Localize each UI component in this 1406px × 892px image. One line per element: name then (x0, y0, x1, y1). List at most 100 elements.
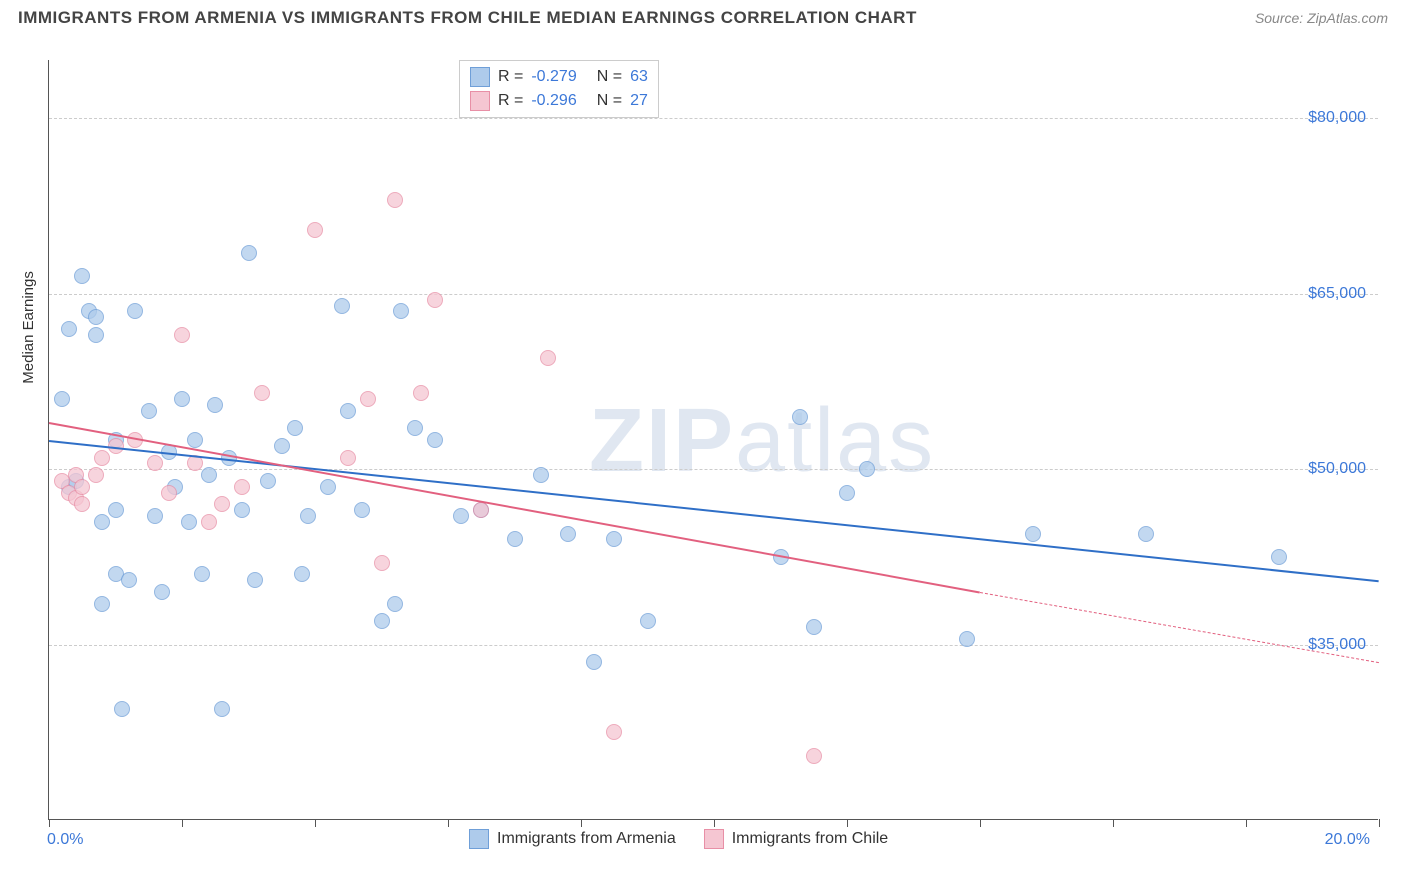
data-point (201, 467, 217, 483)
data-point (88, 327, 104, 343)
data-point (959, 631, 975, 647)
data-point (387, 596, 403, 612)
data-point (393, 303, 409, 319)
stat-row: R = -0.296 N = 27 (470, 89, 648, 113)
data-point (94, 514, 110, 530)
data-point (174, 327, 190, 343)
gridline (49, 294, 1378, 295)
legend-swatch (704, 829, 724, 849)
legend-item: Immigrants from Armenia (469, 829, 676, 849)
x-tick (49, 819, 50, 827)
data-point (586, 654, 602, 670)
stat-n-label: N = (597, 92, 622, 110)
trend-line (49, 422, 980, 594)
source-label: Source: ZipAtlas.com (1255, 10, 1388, 26)
data-point (207, 397, 223, 413)
trend-line-extrapolated (980, 592, 1379, 663)
data-point (413, 385, 429, 401)
x-tick (581, 819, 582, 827)
data-point (94, 450, 110, 466)
data-point (127, 303, 143, 319)
data-point (374, 613, 390, 629)
data-point (241, 245, 257, 261)
y-tick-label: $80,000 (1308, 109, 1366, 127)
legend-swatch (469, 829, 489, 849)
gridline (49, 469, 1378, 470)
data-point (74, 268, 90, 284)
data-point (214, 701, 230, 717)
data-point (806, 748, 822, 764)
data-point (453, 508, 469, 524)
data-point (154, 584, 170, 600)
data-point (640, 613, 656, 629)
stat-r-label: R = (498, 92, 523, 110)
x-tick (182, 819, 183, 827)
data-point (201, 514, 217, 530)
data-point (254, 385, 270, 401)
data-point (88, 467, 104, 483)
legend-label: Immigrants from Chile (732, 830, 888, 848)
title-bar: IMMIGRANTS FROM ARMENIA VS IMMIGRANTS FR… (0, 0, 1406, 34)
data-point (214, 496, 230, 512)
stat-n-value: 27 (630, 92, 648, 110)
x-tick (315, 819, 316, 827)
legend-item: Immigrants from Chile (704, 829, 888, 849)
x-axis-min-label: 0.0% (47, 831, 83, 849)
data-point (187, 432, 203, 448)
data-point (1271, 549, 1287, 565)
data-point (1138, 526, 1154, 542)
data-point (540, 350, 556, 366)
data-point (334, 298, 350, 314)
data-point (287, 420, 303, 436)
legend: Immigrants from Armenia Immigrants from C… (469, 829, 888, 849)
y-axis-title: Median Earnings (20, 271, 37, 384)
data-point (94, 596, 110, 612)
legend-swatch (470, 67, 490, 87)
data-point (340, 450, 356, 466)
data-point (407, 420, 423, 436)
data-point (806, 619, 822, 635)
data-point (194, 566, 210, 582)
data-point (61, 321, 77, 337)
stat-n-label: N = (597, 68, 622, 86)
data-point (181, 514, 197, 530)
legend-swatch (470, 91, 490, 111)
stat-r-label: R = (498, 68, 523, 86)
stat-r-value: -0.279 (531, 68, 576, 86)
data-point (606, 724, 622, 740)
data-point (606, 531, 622, 547)
data-point (234, 479, 250, 495)
data-point (307, 222, 323, 238)
y-tick-label: $50,000 (1308, 460, 1366, 478)
data-point (300, 508, 316, 524)
watermark: ZIPatlas (589, 390, 935, 493)
data-point (507, 531, 523, 547)
data-point (792, 409, 808, 425)
x-tick (980, 819, 981, 827)
data-point (114, 701, 130, 717)
data-point (427, 292, 443, 308)
scatter-chart: ZIPatlas R = -0.279 N = 63 R = -0.296 N = 2… (48, 60, 1378, 820)
x-tick (714, 819, 715, 827)
stat-r-value: -0.296 (531, 92, 576, 110)
data-point (88, 309, 104, 325)
data-point (74, 479, 90, 495)
data-point (374, 555, 390, 571)
data-point (274, 438, 290, 454)
data-point (260, 473, 276, 489)
data-point (147, 508, 163, 524)
data-point (141, 403, 157, 419)
correlation-stats-box: R = -0.279 N = 63 R = -0.296 N = 27 (459, 60, 659, 118)
data-point (174, 391, 190, 407)
gridline (49, 118, 1378, 119)
chart-title: IMMIGRANTS FROM ARMENIA VS IMMIGRANTS FR… (18, 8, 917, 28)
x-tick (1113, 819, 1114, 827)
stat-n-value: 63 (630, 68, 648, 86)
data-point (839, 485, 855, 501)
data-point (147, 455, 163, 471)
x-tick (847, 819, 848, 827)
legend-label: Immigrants from Armenia (497, 830, 676, 848)
data-point (54, 391, 70, 407)
stat-row: R = -0.279 N = 63 (470, 65, 648, 89)
gridline (49, 645, 1378, 646)
